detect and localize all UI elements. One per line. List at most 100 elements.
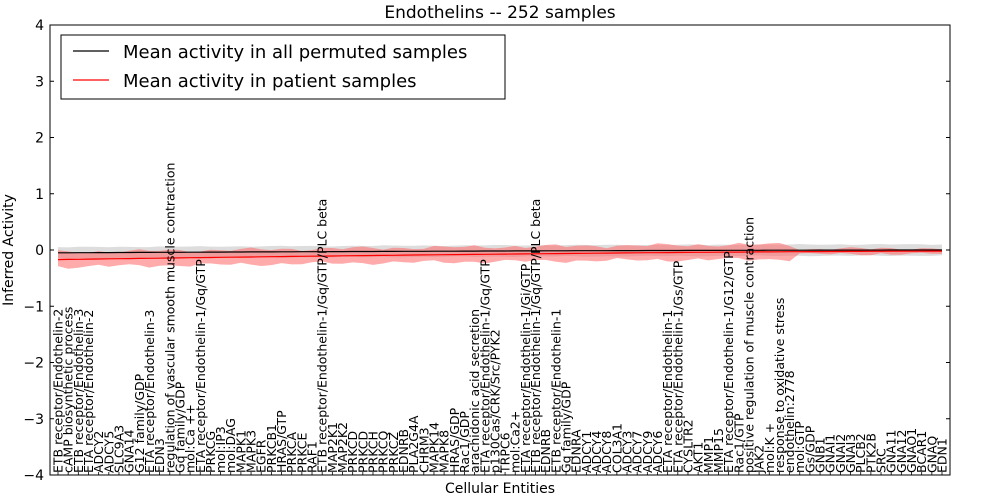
x-category-label: EDN3 bbox=[152, 438, 167, 473]
x-category-label: ADCY3 bbox=[620, 431, 635, 473]
x-category-label: EGFR bbox=[254, 439, 269, 473]
y-tick-label: −1 bbox=[23, 299, 44, 315]
x-category-label: GNAI3 bbox=[843, 434, 858, 473]
x-category-label: ETA receptor/Endothelin-1/Gq/GTP bbox=[477, 259, 492, 473]
x-category-label: p130Cas/CRK/Src/PYK2 bbox=[487, 329, 502, 473]
x-category-label: ADCY7 bbox=[630, 431, 645, 473]
x-category-label: ADCY8 bbox=[599, 431, 614, 473]
x-category-label: PRKCE bbox=[294, 433, 309, 473]
y-tick-label: 2 bbox=[35, 131, 44, 147]
y-axis-label: Inferred Activity bbox=[1, 194, 17, 306]
x-category-label: PRKCQ bbox=[376, 431, 391, 473]
x-category-label: ETA receptor/Endothelin-1/Gs/GTP bbox=[670, 260, 685, 473]
chart-title: Endothelins -- 252 samples bbox=[384, 3, 615, 23]
x-category-label: COL3A1 bbox=[609, 423, 624, 473]
y-tick-label: 0 bbox=[35, 243, 44, 259]
x-category-label: MAP2K1 bbox=[325, 422, 340, 473]
x-category-label: Gs/GDP bbox=[802, 425, 817, 473]
legend: Mean activity in all permuted samples Me… bbox=[60, 34, 506, 100]
x-category-label: MAPK14 bbox=[427, 422, 442, 473]
x-category-label: positive regulation of muscle contractio… bbox=[741, 217, 756, 473]
y-tick-label: 4 bbox=[35, 18, 44, 34]
x-category-label: HRAS/GDP bbox=[447, 407, 462, 473]
x-category-label: GNA12 bbox=[894, 430, 909, 474]
series-lines bbox=[57, 249, 942, 261]
x-category-label: Rac1/GDP bbox=[457, 411, 472, 473]
legend-box bbox=[60, 34, 506, 100]
x-category-label: ADCY6 bbox=[650, 431, 665, 473]
x-category-label: SLC9A3 bbox=[112, 425, 127, 473]
x-category-label: ETB receptor/Endothelin-1/Gq/GTP/PLC bet… bbox=[315, 199, 330, 473]
x-category-label: endothelin:2778 bbox=[782, 370, 797, 473]
x-axis-label: Cellular Entities bbox=[445, 481, 555, 497]
band-patient bbox=[58, 242, 942, 269]
x-category-label: EDNRB bbox=[538, 429, 553, 473]
y-tick-label: 3 bbox=[35, 74, 44, 90]
x-category-label: ETA receptor/Endothelin-1/Gq/GTP bbox=[193, 259, 208, 473]
x-category-label: PRKCA bbox=[284, 432, 299, 473]
x-category-label: ADCY2 bbox=[91, 431, 106, 473]
x-category-label: HRAS/GTP bbox=[274, 410, 289, 473]
x-category-label: MMP15 bbox=[711, 428, 726, 473]
x-category-label: ETA receptor/Endothelin-1/G12/GTP bbox=[721, 251, 736, 473]
x-category-label: GNAO1 bbox=[904, 428, 919, 473]
x-category-label: GNA11 bbox=[884, 430, 899, 474]
y-tick-label: −2 bbox=[23, 356, 44, 372]
x-category-label: mol:GTP bbox=[792, 421, 807, 473]
y-axis: 4 3 2 1 0 −1 −2 −3 −4 bbox=[23, 18, 950, 484]
x-category-label: Rac1/GTP bbox=[731, 413, 746, 473]
x-category-label: GNB1 bbox=[813, 437, 828, 473]
x-category-label: CYSLTR2 bbox=[681, 419, 696, 473]
x-category-label: TRPC6 bbox=[498, 432, 513, 474]
x-category-label: mol:K + bbox=[762, 423, 777, 473]
line-patient bbox=[57, 250, 942, 261]
x-category-label: MMP1 bbox=[701, 436, 716, 473]
x-category-label: PRKCD bbox=[345, 431, 360, 473]
x-category-label: GNAQ bbox=[924, 436, 939, 473]
x-category-label: JAK2 bbox=[752, 445, 767, 474]
x-category-label: G12 family/GDP bbox=[132, 373, 147, 473]
x-category-label: ETB receptor/Endothelin-1 bbox=[548, 309, 563, 473]
x-category-label: PLCB2 bbox=[853, 433, 868, 473]
x-category-label: mol:Ca ++ bbox=[183, 404, 198, 473]
x-category-label: ETB receptor/Endothelin-2 bbox=[51, 309, 66, 473]
x-category-label: response to oxidative stress bbox=[772, 298, 787, 473]
x-category-label: GNAI1 bbox=[823, 434, 838, 473]
x-category-label: PLA2G4A bbox=[406, 415, 421, 473]
x-category-label: mol:DAG bbox=[223, 418, 238, 473]
x-category-label: regulation of vascular smooth muscle con… bbox=[162, 163, 177, 473]
x-category-label: ETA receptor/Endothelin-1/Gi/GTP bbox=[518, 263, 533, 473]
x-category-label: PRKCB1 bbox=[264, 424, 279, 473]
x-category-label: GNA14 bbox=[122, 429, 137, 473]
x-category-label: Gq family/GDP bbox=[172, 381, 187, 473]
legend-label-patient: Mean activity in patient samples bbox=[123, 71, 417, 92]
x-category-label: ADCY1 bbox=[579, 431, 594, 473]
x-category-label: arachidonic acid secretion bbox=[467, 309, 482, 473]
x-category-label: SRC bbox=[874, 448, 889, 473]
x-category-label: ETA receptor/Endothelin-1 bbox=[660, 310, 675, 473]
x-category-label: ADCY9 bbox=[640, 431, 655, 473]
x-category-label: BCAR1 bbox=[914, 431, 929, 473]
x-category-label: MAPK1 bbox=[233, 430, 248, 473]
x-category-label: ADCY5 bbox=[101, 431, 116, 473]
x-category-label: mol:IP3 bbox=[213, 426, 228, 473]
x-category-label: cAMP biosynthetic process bbox=[61, 307, 76, 473]
x-category-label: PRKCH bbox=[366, 431, 381, 473]
x-category-label: GNAI2 bbox=[833, 434, 848, 473]
x-category-label: EDNRA bbox=[569, 429, 584, 473]
x-category-label: ETA receptor/Endothelin-2 bbox=[81, 310, 96, 473]
x-category-label: mol:Ca2+ bbox=[508, 411, 523, 473]
line-permuted bbox=[58, 249, 942, 254]
y-tick-label: 1 bbox=[35, 187, 44, 203]
x-category-label: CHRM3 bbox=[416, 427, 431, 473]
x-category-label: PRKCD bbox=[355, 431, 370, 473]
y-tick-label: −3 bbox=[23, 412, 44, 428]
x-category-label: ADCY4 bbox=[589, 431, 604, 473]
x-category-label: RAF1 bbox=[305, 441, 320, 473]
x-category-label: MAPK8 bbox=[437, 430, 452, 473]
x-category-label: PTK2B bbox=[863, 433, 878, 473]
x-category-label: PRKCZ bbox=[386, 432, 401, 473]
y-tick-label: −4 bbox=[23, 468, 44, 484]
